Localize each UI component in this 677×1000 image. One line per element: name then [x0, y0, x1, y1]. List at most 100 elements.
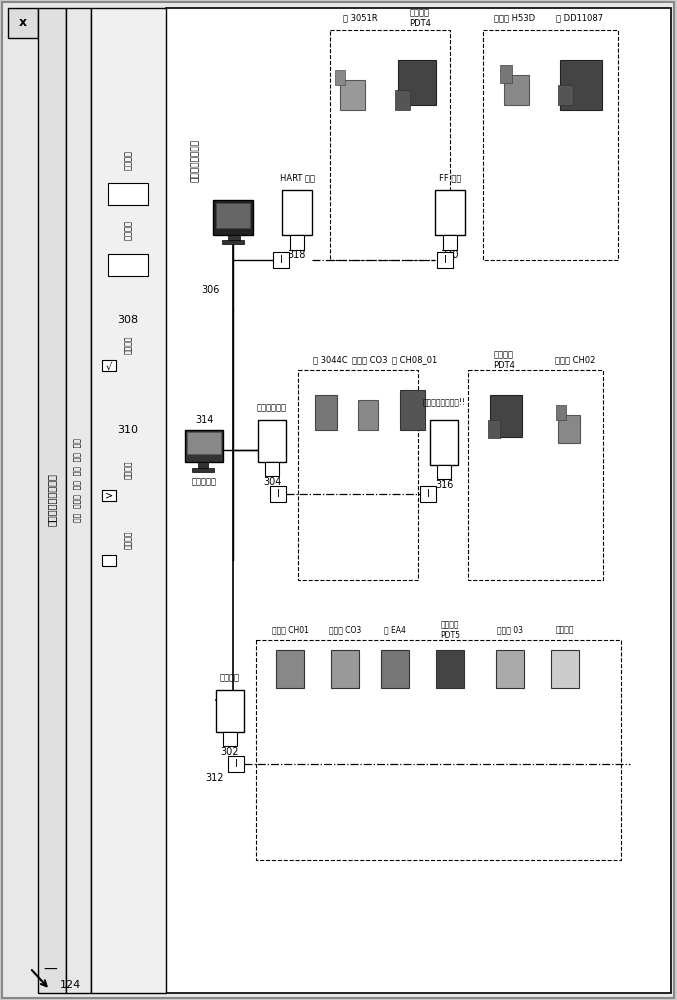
Text: 312: 312 [206, 773, 224, 783]
Bar [330, 30, 450, 260]
Bar [102, 360, 116, 371]
Text: 系 DD11087: 系 DD11087 [556, 13, 604, 22]
Bar [222, 240, 244, 244]
Text: I: I [443, 255, 446, 265]
Text: 阀控制器
PDT4: 阀控制器 PDT4 [409, 8, 431, 28]
Text: 系 CH08_01: 系 CH08_01 [393, 356, 437, 364]
Bar [335, 70, 345, 85]
Bar [340, 80, 365, 110]
Text: 文件  编辑器  查看  工具  窗口  帮助: 文件 编辑器 查看 工具 窗口 帮助 [74, 438, 83, 522]
Bar [556, 405, 566, 420]
Bar [166, 8, 671, 993]
Bar [223, 732, 237, 746]
Text: 阀 3051R: 阀 3051R [343, 13, 377, 22]
Bar [315, 395, 337, 430]
Text: 传感器 H53D: 传感器 H53D [494, 13, 536, 22]
Bar [381, 650, 409, 688]
Bar [437, 252, 453, 268]
Text: 阀控制器
PDT5: 阀控制器 PDT5 [440, 620, 460, 640]
Text: 传感器 CH01: 传感器 CH01 [271, 626, 309, 635]
Text: I: I [280, 255, 282, 265]
Bar [558, 415, 580, 443]
Bar [437, 465, 451, 479]
Bar [102, 555, 116, 566]
Bar [38, 8, 66, 993]
Text: √: √ [106, 361, 112, 371]
Text: 传感器 CO3: 传感器 CO3 [352, 356, 388, 364]
Text: 320: 320 [441, 250, 459, 260]
Bar [500, 65, 512, 83]
Bar [282, 190, 312, 235]
Bar [213, 200, 253, 235]
Bar [185, 430, 223, 462]
Bar [400, 390, 425, 430]
Text: I: I [427, 489, 429, 499]
Bar [298, 370, 418, 580]
Bar [108, 183, 148, 205]
Text: 传感器 CO3: 传感器 CO3 [329, 626, 361, 635]
Bar [551, 650, 579, 688]
Bar [198, 462, 208, 468]
Text: 318: 318 [288, 250, 306, 260]
Bar [560, 60, 602, 110]
Bar [258, 420, 286, 462]
Text: I: I [234, 759, 238, 769]
Text: 编辑容器: 编辑容器 [123, 461, 133, 479]
Text: 124: 124 [60, 980, 81, 990]
Text: 搜索资源: 搜索资源 [123, 220, 133, 240]
Bar [228, 756, 244, 772]
Bar [496, 650, 524, 688]
Text: 设备管理器用户界面: 设备管理器用户界面 [47, 474, 57, 526]
Bar [102, 490, 116, 501]
Bar [290, 235, 304, 250]
Text: 罐 3044C: 罐 3044C [313, 356, 347, 364]
Text: 我的设备监控列表: 我的设备监控列表 [190, 138, 200, 182]
Bar [8, 8, 38, 38]
Text: HART 设备: HART 设备 [280, 174, 315, 182]
Text: 搜索容器: 搜索容器 [123, 150, 133, 170]
Bar [395, 90, 410, 110]
Bar [187, 432, 221, 454]
Text: FF 设备: FF 设备 [439, 174, 461, 182]
Text: 阀控制器
PDT4: 阀控制器 PDT4 [493, 350, 515, 370]
Bar [468, 370, 603, 580]
Text: I: I [277, 489, 280, 499]
Bar [270, 486, 286, 502]
Bar [66, 8, 91, 993]
Text: 传感器 CH02: 传感器 CH02 [555, 356, 595, 364]
Text: 304: 304 [263, 477, 281, 487]
Text: 有问题的设备: 有问题的设备 [257, 403, 287, 412]
Bar [228, 235, 240, 240]
Bar [91, 8, 166, 993]
Text: 306: 306 [201, 285, 219, 295]
Bar [331, 650, 359, 688]
Bar [358, 400, 378, 430]
Text: x: x [19, 16, 27, 29]
Bar [504, 75, 529, 105]
Text: 设备管理器: 设备管理器 [192, 478, 217, 487]
Bar [558, 85, 573, 105]
Text: 阀 EA4: 阀 EA4 [384, 626, 406, 635]
Text: 操作员 03: 操作员 03 [497, 626, 523, 635]
Bar [216, 690, 244, 732]
Bar [216, 203, 250, 228]
Text: 310: 310 [118, 425, 139, 435]
Bar [483, 30, 618, 260]
Text: —: — [43, 963, 57, 977]
Bar [398, 60, 436, 105]
Bar [256, 640, 621, 860]
Bar [265, 462, 279, 476]
Bar [435, 190, 465, 235]
Text: 工厂安全: 工厂安全 [556, 626, 574, 635]
Bar [192, 468, 214, 472]
Text: 收藏资源: 收藏资源 [220, 674, 240, 682]
Bar [430, 420, 458, 465]
Text: 308: 308 [117, 315, 139, 325]
Text: >: > [105, 491, 113, 501]
Bar [436, 650, 464, 688]
Text: 十分有问题的设备!!: 十分有问题的设备!! [422, 397, 466, 406]
Bar [443, 235, 457, 250]
Bar [108, 254, 148, 276]
Bar [488, 420, 500, 438]
Bar [420, 486, 436, 502]
